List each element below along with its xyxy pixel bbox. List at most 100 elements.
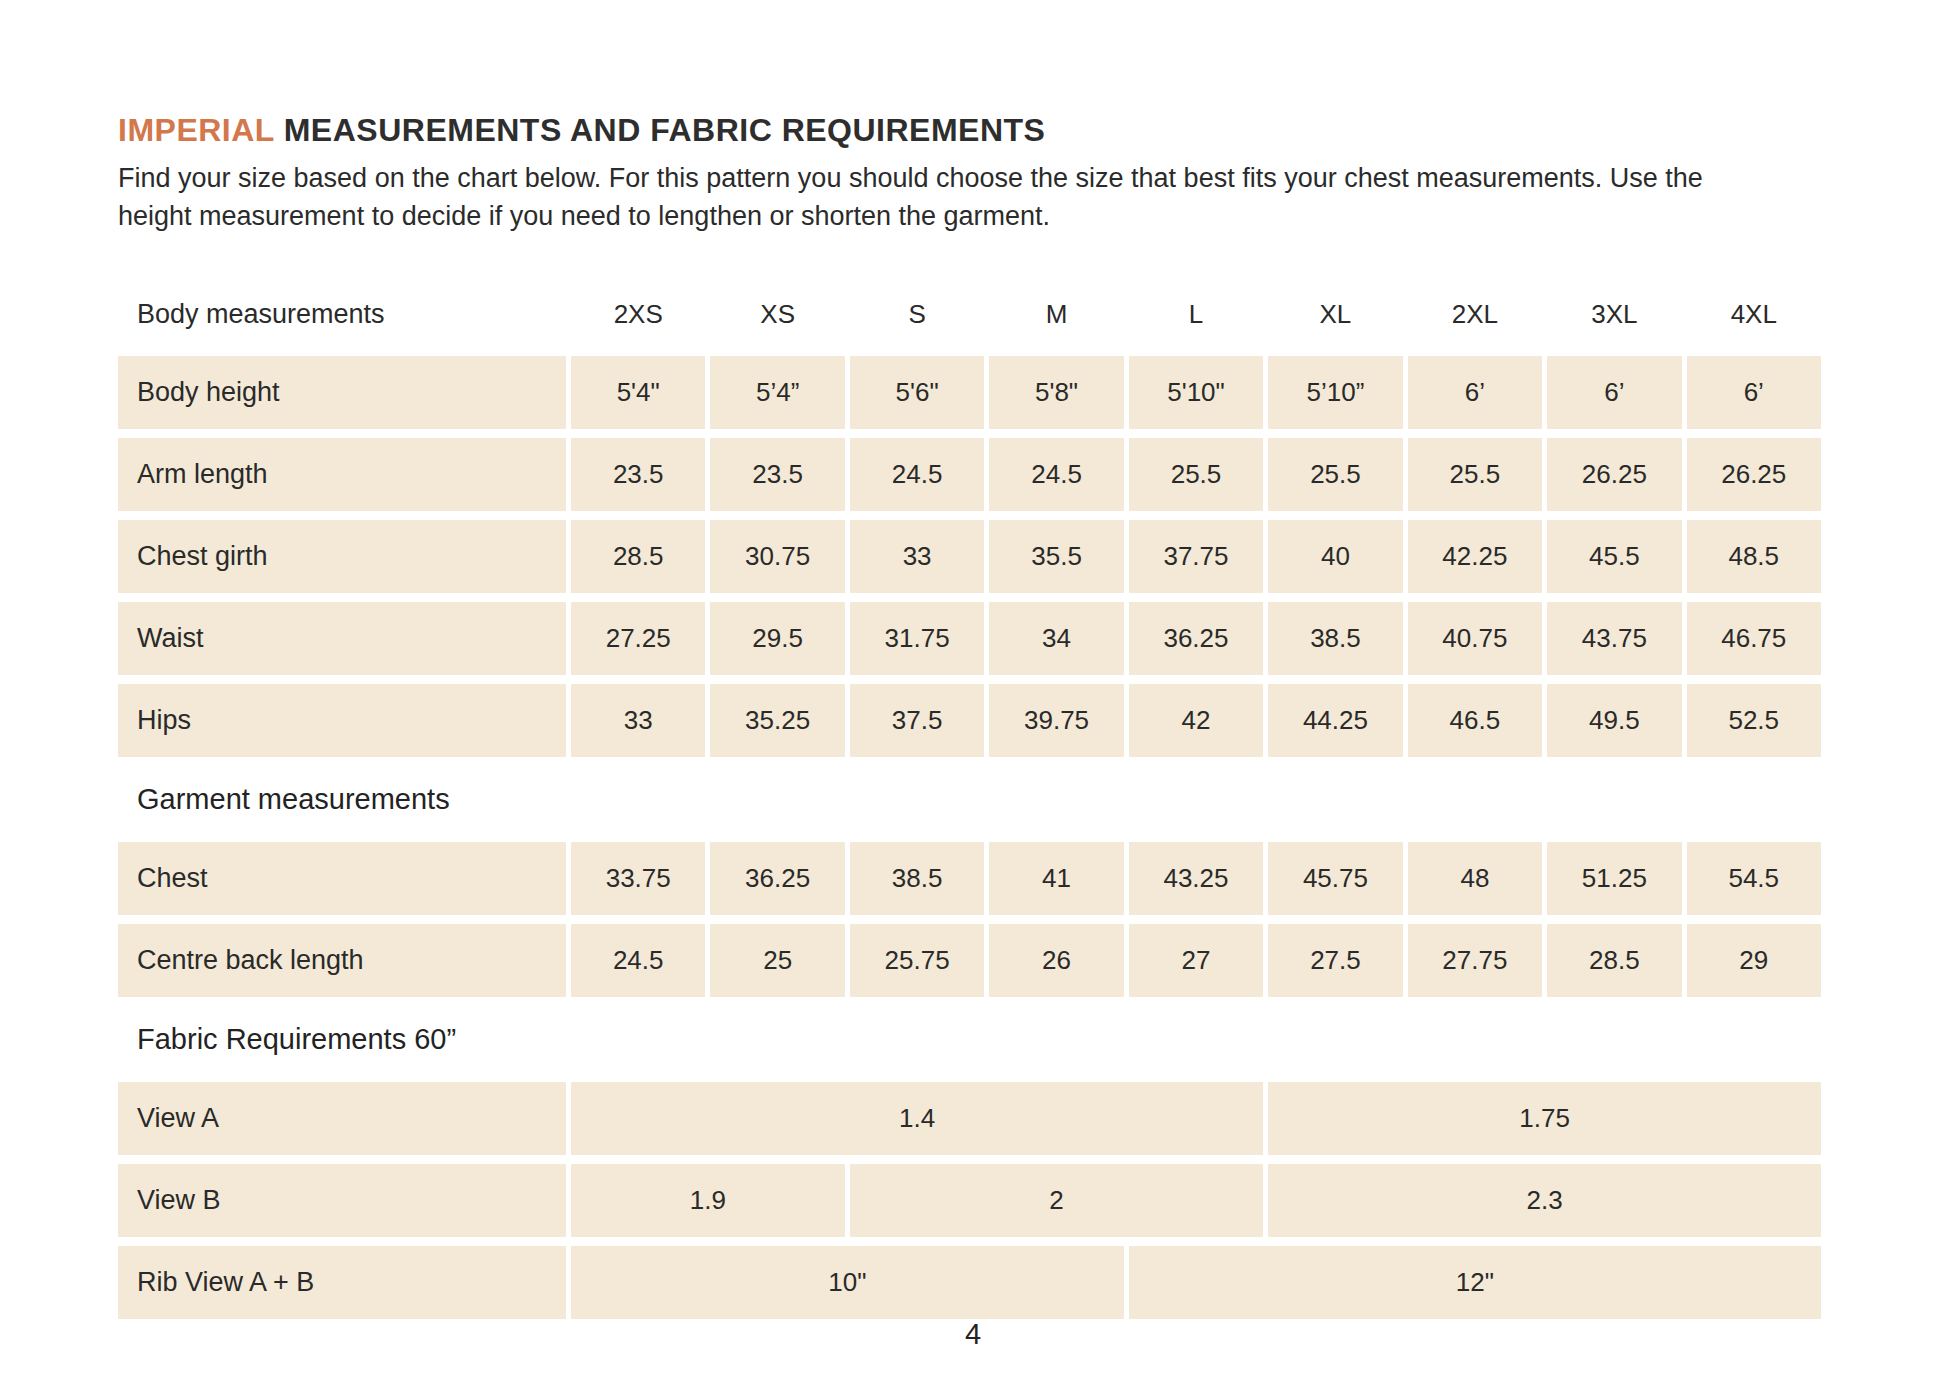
value-cell: 33: [850, 520, 984, 593]
size-column-header: M: [989, 294, 1123, 336]
value-cell: 44.25: [1268, 684, 1402, 757]
value-cell: 6’: [1687, 356, 1821, 429]
size-column-header: 2XL: [1408, 294, 1542, 336]
table-row: Centre back length24.52525.75262727.527.…: [118, 924, 1821, 997]
merged-value-cell: 1.4: [571, 1082, 1263, 1155]
table-row: Body height5'4"5’4”5'6"5'8"5'10"5’10”6’6…: [118, 356, 1821, 429]
value-cell: 37.5: [850, 684, 984, 757]
size-chart: Body measurements2XSXSSMLXL2XL3XL4XLBody…: [118, 294, 1821, 1319]
value-cell: 33.75: [571, 842, 705, 915]
value-cell: 46.5: [1408, 684, 1542, 757]
value-cell: 51.25: [1547, 842, 1681, 915]
row-label: Centre back length: [118, 924, 566, 997]
value-cell: 36.25: [1129, 602, 1263, 675]
row-label: View A: [118, 1082, 566, 1155]
row-label: Body height: [118, 356, 566, 429]
value-cell: 25.5: [1408, 438, 1542, 511]
size-column-header: S: [850, 294, 984, 336]
table-row: View A1.41.75: [118, 1082, 1821, 1155]
value-cell: 37.75: [1129, 520, 1263, 593]
value-cell: 35.5: [989, 520, 1123, 593]
merged-value-cell: 1.75: [1268, 1082, 1821, 1155]
value-cell: 5'10": [1129, 356, 1263, 429]
value-cell: 29.5: [710, 602, 844, 675]
value-cell: 27.75: [1408, 924, 1542, 997]
value-cell: 30.75: [710, 520, 844, 593]
value-cell: 31.75: [850, 602, 984, 675]
value-cell: 29: [1687, 924, 1821, 997]
value-cell: 34: [989, 602, 1123, 675]
value-cell: 52.5: [1687, 684, 1821, 757]
value-cell: 25.75: [850, 924, 984, 997]
merged-value-cell: 10": [571, 1246, 1124, 1319]
value-cell: 24.5: [571, 924, 705, 997]
value-cell: 35.25: [710, 684, 844, 757]
value-cell: 5'4": [571, 356, 705, 429]
size-column-header: XS: [710, 294, 844, 336]
value-cell: 43.75: [1547, 602, 1681, 675]
value-cell: 28.5: [1547, 924, 1681, 997]
chart-header-row: Body measurements2XSXSSMLXL2XL3XL4XL: [118, 294, 1821, 336]
row-label: Waist: [118, 602, 566, 675]
page-title: IMPERIAL MEASUREMENTS AND FABRIC REQUIRE…: [118, 112, 1821, 149]
row-label: Chest: [118, 842, 566, 915]
page-title-rest: MEASUREMENTS AND FABRIC REQUIREMENTS: [274, 112, 1045, 148]
merged-value-cell: 1.9: [571, 1164, 845, 1237]
value-cell: 54.5: [1687, 842, 1821, 915]
value-cell: 5’4”: [710, 356, 844, 429]
value-cell: 6’: [1408, 356, 1542, 429]
size-column-header: 3XL: [1547, 294, 1681, 336]
value-cell: 27.5: [1268, 924, 1402, 997]
value-cell: 43.25: [1129, 842, 1263, 915]
document-page: IMPERIAL MEASUREMENTS AND FABRIC REQUIRE…: [0, 0, 1946, 1387]
value-cell: 5'6": [850, 356, 984, 429]
table-row: Chest33.7536.2538.54143.2545.754851.2554…: [118, 842, 1821, 915]
fabric-section-heading: Fabric Requirements 60”: [137, 1023, 1821, 1056]
merged-value-cell: 2.3: [1268, 1164, 1821, 1237]
size-column-header: 2XS: [571, 294, 705, 336]
value-cell: 27.25: [571, 602, 705, 675]
chart-header-label: Body measurements: [118, 294, 566, 336]
value-cell: 48: [1408, 842, 1542, 915]
value-cell: 23.5: [710, 438, 844, 511]
value-cell: 26.25: [1547, 438, 1681, 511]
table-row: Rib View A + B10"12": [118, 1246, 1821, 1319]
value-cell: 24.5: [850, 438, 984, 511]
table-row: Waist27.2529.531.753436.2538.540.7543.75…: [118, 602, 1821, 675]
value-cell: 5'8": [989, 356, 1123, 429]
value-cell: 49.5: [1547, 684, 1681, 757]
value-cell: 33: [571, 684, 705, 757]
row-label: Arm length: [118, 438, 566, 511]
merged-value-cell: 12": [1129, 1246, 1821, 1319]
value-cell: 25.5: [1268, 438, 1402, 511]
value-cell: 25: [710, 924, 844, 997]
value-cell: 40.75: [1408, 602, 1542, 675]
row-label: View B: [118, 1164, 566, 1237]
value-cell: 38.5: [850, 842, 984, 915]
value-cell: 27: [1129, 924, 1263, 997]
value-cell: 39.75: [989, 684, 1123, 757]
value-cell: 23.5: [571, 438, 705, 511]
size-column-header: XL: [1268, 294, 1402, 336]
value-cell: 42.25: [1408, 520, 1542, 593]
value-cell: 36.25: [710, 842, 844, 915]
value-cell: 41: [989, 842, 1123, 915]
garment-section-heading: Garment measurements: [137, 783, 1821, 816]
row-label: Rib View A + B: [118, 1246, 566, 1319]
merged-value-cell: 2: [850, 1164, 1263, 1237]
page-number: 4: [0, 1318, 1946, 1351]
value-cell: 45.75: [1268, 842, 1402, 915]
value-cell: 26: [989, 924, 1123, 997]
row-label: Chest girth: [118, 520, 566, 593]
value-cell: 46.75: [1687, 602, 1821, 675]
value-cell: 45.5: [1547, 520, 1681, 593]
table-row: Hips3335.2537.539.754244.2546.549.552.5: [118, 684, 1821, 757]
size-column-header: L: [1129, 294, 1263, 336]
row-label: Hips: [118, 684, 566, 757]
intro-paragraph: Find your size based on the chart below.…: [118, 159, 1738, 236]
value-cell: 24.5: [989, 438, 1123, 511]
value-cell: 5’10”: [1268, 356, 1402, 429]
value-cell: 28.5: [571, 520, 705, 593]
value-cell: 48.5: [1687, 520, 1821, 593]
value-cell: 25.5: [1129, 438, 1263, 511]
